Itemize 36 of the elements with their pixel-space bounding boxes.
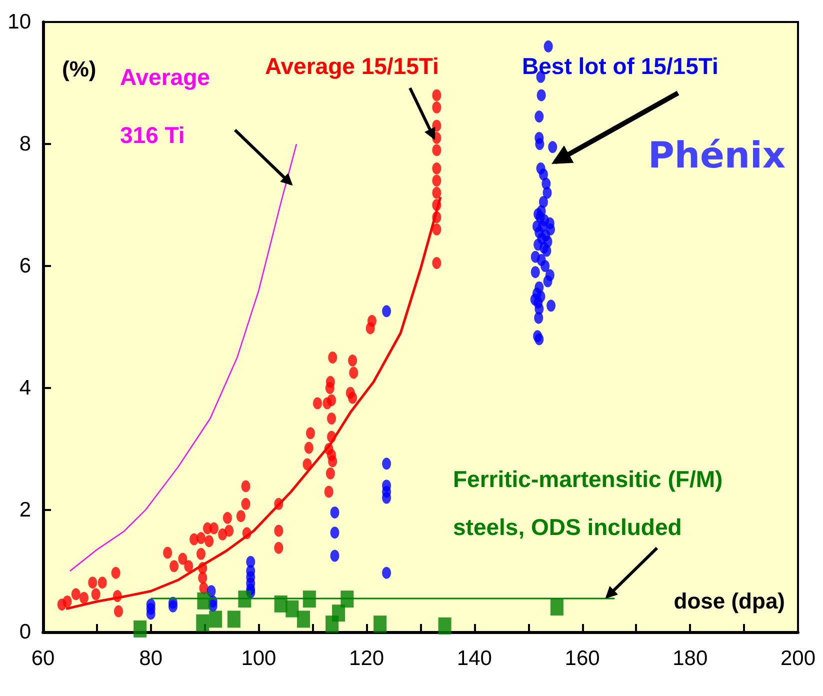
point [286,600,299,618]
x-tick-label: 160 [564,647,600,670]
x-tick-label: 80 [139,647,163,670]
y-tick-label: 0 [19,620,31,644]
point [340,590,354,608]
series-label: Best lot of 15/15Ti [522,53,718,79]
annotation: Phénix [648,136,786,176]
text: Average 316 Ti [120,64,210,148]
point [296,610,310,628]
point [134,620,147,638]
line-series [69,143,298,572]
x-tick-label: 60 [31,647,55,670]
point [238,590,252,608]
y-tick-label: 10 [8,10,31,34]
y-tick-label: 4 [19,376,32,400]
point [302,590,316,608]
y-tick-label: 2 [19,498,31,522]
point [332,604,346,622]
x-tick-label: 100 [241,647,276,670]
point [438,617,452,634]
x-tick-label: 140 [456,647,492,670]
point [227,610,240,628]
x-tick-label: 200 [780,647,816,670]
x-tick-label: 120 [349,647,384,670]
y-axis-title: (%) [62,56,96,82]
text: Average 15/15Ti [265,53,439,79]
y-tick-label: 8 [19,132,31,156]
point [209,610,222,628]
y-tick-label: 6 [19,254,31,278]
point [196,614,210,632]
point [374,616,387,633]
point [197,592,210,610]
x-tick-label: 180 [672,647,708,670]
text: Ferritic-martensitic (F/M) steels, ODS included [453,466,730,540]
x-axis-title: dose (dpa) [674,588,786,614]
point [550,598,564,616]
